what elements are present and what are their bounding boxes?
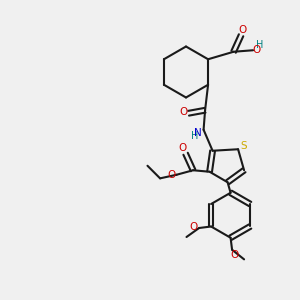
Text: O: O [179,107,187,117]
Text: O: O [178,143,187,153]
Text: O: O [238,25,247,35]
Text: H: H [256,40,263,50]
Text: O: O [252,45,260,55]
Text: O: O [230,250,238,260]
Text: H: H [191,131,198,141]
Text: O: O [190,222,198,232]
Text: O: O [167,170,175,180]
Text: N: N [194,128,202,138]
Text: S: S [240,141,247,151]
